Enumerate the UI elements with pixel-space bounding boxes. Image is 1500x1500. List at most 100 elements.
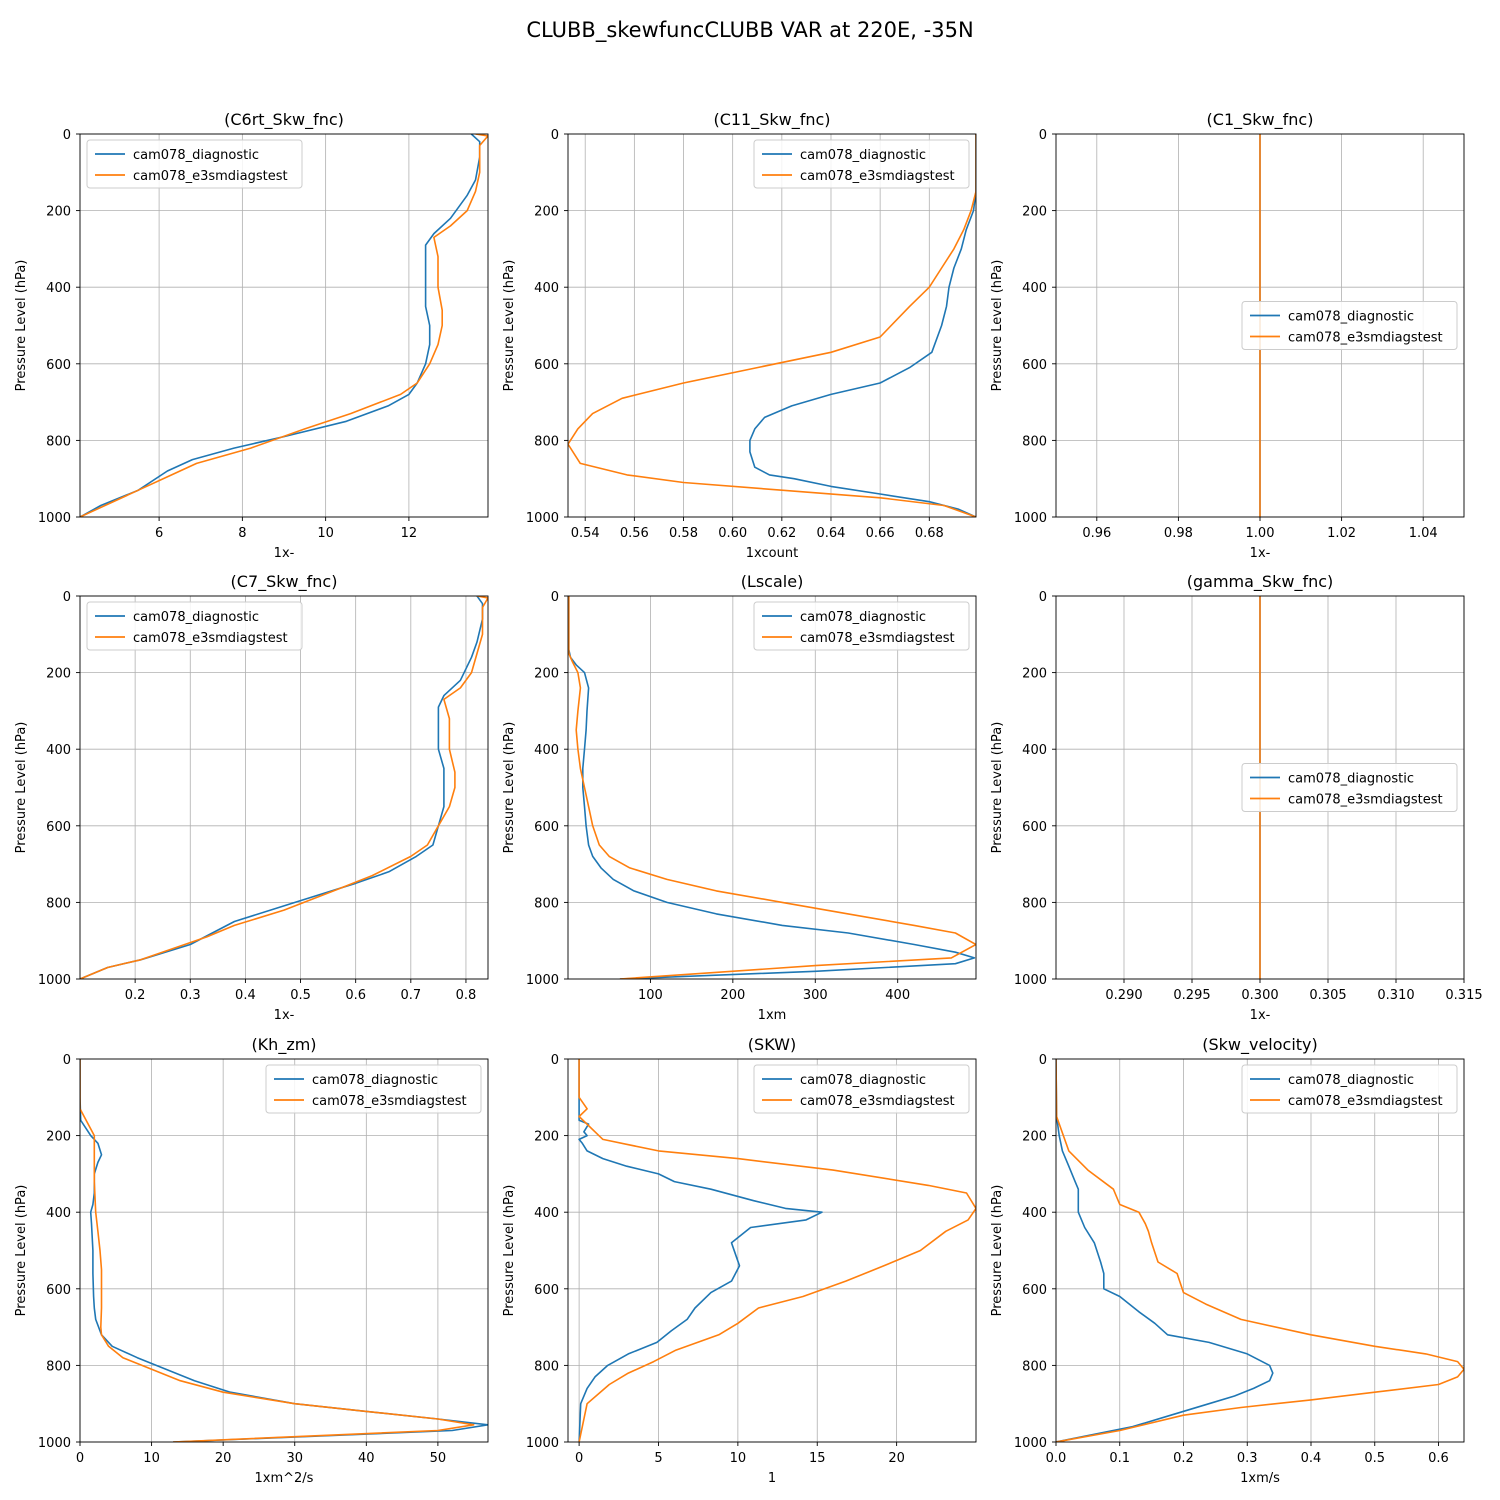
plot-frame xyxy=(79,133,489,518)
y-tick-label: 600 xyxy=(46,820,71,835)
x-axis-label: 1x- xyxy=(1250,1008,1271,1023)
y-tick-label: 1000 xyxy=(38,1436,71,1451)
legend-label: cam078_diagnostic xyxy=(1288,310,1414,325)
y-axis-label: Pressure Level (hPa) xyxy=(502,722,517,854)
x-tick-label: 0.58 xyxy=(669,526,698,541)
y-tick-label: 200 xyxy=(1022,1130,1047,1145)
chart-title: (gamma_Skw_fnc) xyxy=(1187,572,1334,592)
y-tick-label: 1000 xyxy=(526,1436,559,1451)
chart-title: (Kh_zm) xyxy=(251,1035,316,1055)
x-tick-label: 0.290 xyxy=(1105,988,1142,1003)
y-tick-label: 600 xyxy=(534,820,559,835)
x-tick-label: 30 xyxy=(286,1451,303,1466)
y-tick-label: 800 xyxy=(46,896,71,911)
y-tick-label: 1000 xyxy=(1014,1436,1047,1451)
plot-frame xyxy=(567,1058,977,1443)
legend-label: cam078_e3smdiagstest xyxy=(800,631,955,646)
chart-title: (Skw_velocity) xyxy=(1202,1035,1318,1055)
y-tick-label: 800 xyxy=(1022,434,1047,449)
series-line-cam078_e3smdiagstest xyxy=(1056,1059,1464,1442)
x-tick-label: 200 xyxy=(720,988,745,1003)
x-tick-label: 0.6 xyxy=(1428,1451,1449,1466)
x-tick-label: 0.295 xyxy=(1173,988,1210,1003)
legend-label: cam078_e3smdiagstest xyxy=(1288,331,1443,346)
y-tick-label: 200 xyxy=(46,667,71,682)
x-tick-label: 0.5 xyxy=(1364,1451,1385,1466)
x-axis-label: 1 xyxy=(768,1471,776,1486)
chart-panel: 0.0 0.1 0.2 0.3 0.4 0.5 0.6 0 200 400 600 800 1000 (S… xyxy=(990,1035,1465,1486)
x-tick-label: 0 xyxy=(76,1451,84,1466)
series-group xyxy=(568,134,976,517)
y-tick-label: 200 xyxy=(46,205,71,220)
plot-frame xyxy=(79,595,489,980)
series-line-cam078_diagnostic xyxy=(578,1059,823,1442)
chart-panel: 0 10 20 30 40 50 0 200 400 600 800 1000 (Kh_zm) 1xm^2… xyxy=(14,1035,489,1486)
y-tick-label: 400 xyxy=(46,1206,71,1221)
x-tick-label: 300 xyxy=(803,988,828,1003)
chart-title: (C1_Skw_fnc) xyxy=(1207,110,1314,130)
y-tick-label: 400 xyxy=(534,281,559,296)
x-tick-label: 0.54 xyxy=(571,526,600,541)
x-tick-label: 0.68 xyxy=(915,526,944,541)
legend-label: cam078_e3smdiagstest xyxy=(133,169,288,184)
legend: cam078_diagnostic cam078_e3smdiagstest xyxy=(753,601,970,651)
y-tick-label: 0 xyxy=(63,1053,71,1068)
chart-title: (C6rt_Skw_fnc) xyxy=(224,110,344,130)
x-tick-label: 0.62 xyxy=(767,526,796,541)
y-tick-label: 400 xyxy=(534,1206,559,1221)
legend-label: cam078_e3smdiagstest xyxy=(133,631,288,646)
y-axis-label: Pressure Level (hPa) xyxy=(14,1185,29,1317)
x-tick-label: 0.2 xyxy=(125,988,146,1003)
y-tick-label: 600 xyxy=(534,358,559,373)
legend: cam078_diagnostic cam078_e3smdiagstest xyxy=(86,601,303,651)
y-tick-label: 1000 xyxy=(38,973,71,988)
chart-panel: 0.54 0.56 0.58 0.60 0.62 0.64 0.66 0.68 0 200 400 6… xyxy=(502,110,977,561)
series-group xyxy=(1056,1059,1464,1442)
y-axis-label: Pressure Level (hPa) xyxy=(14,722,29,854)
series-line-cam078_diagnostic xyxy=(80,596,484,979)
x-tick-label: 50 xyxy=(430,1451,447,1466)
x-tick-label: 0.4 xyxy=(235,988,256,1003)
y-axis-label: Pressure Level (hPa) xyxy=(990,722,1005,854)
chart-panel: 0.2 0.3 0.4 0.5 0.6 0.7 0.8 0 200 400 600 800 1000 (C… xyxy=(14,572,489,1023)
x-tick-label: 0.98 xyxy=(1164,526,1193,541)
y-tick-label: 800 xyxy=(534,896,559,911)
y-tick-label: 400 xyxy=(1022,281,1047,296)
x-tick-label: 0.315 xyxy=(1445,988,1482,1003)
legend-label: cam078_diagnostic xyxy=(1288,772,1414,787)
legend-label: cam078_diagnostic xyxy=(800,610,926,625)
y-axis-label: Pressure Level (hPa) xyxy=(14,260,29,392)
series-line-cam078_diagnostic xyxy=(749,134,976,517)
x-tick-label: 0.4 xyxy=(1301,1451,1322,1466)
x-tick-label: 40 xyxy=(358,1451,375,1466)
panels: 6 8 10 1202004006008001000(C6rt_Skw_fnc)1x-… xyxy=(14,110,1483,1486)
x-tick-label: 5 xyxy=(654,1451,662,1466)
y-tick-label: 0 xyxy=(551,590,559,605)
legend-label: cam078_e3smdiagstest xyxy=(800,169,955,184)
legend-label: cam078_diagnostic xyxy=(312,1073,438,1088)
series-group xyxy=(80,134,488,517)
x-tick-label: 0.5 xyxy=(290,988,311,1003)
series-line-cam078_diagnostic xyxy=(1056,1059,1274,1442)
plot-frame xyxy=(79,1058,489,1443)
y-tick-label: 0 xyxy=(1039,590,1047,605)
series-line-cam078_diagnostic xyxy=(80,134,481,517)
y-tick-label: 0 xyxy=(1039,128,1047,143)
chart-title: (Lscale) xyxy=(741,572,804,591)
y-tick-label: 800 xyxy=(534,1359,559,1374)
y-tick-label: 200 xyxy=(46,1130,71,1145)
x-axis-label: 1xcount xyxy=(746,546,798,561)
legend-label: cam078_e3smdiagstest xyxy=(800,1094,955,1109)
chart-title: (SKW) xyxy=(748,1035,796,1054)
x-axis-label: 1xm^2/s xyxy=(255,1471,314,1486)
y-tick-label: 600 xyxy=(1022,1283,1047,1298)
y-tick-label: 400 xyxy=(46,281,71,296)
series-line-cam078_e3smdiagstest xyxy=(80,134,488,517)
x-tick-label: 0.305 xyxy=(1309,988,1346,1003)
y-tick-label: 0 xyxy=(63,128,71,143)
chart-panel: 0 5 10 15 2002004006008001000(SKW)1Pressure … xyxy=(502,1035,977,1486)
x-tick-label: 0.8 xyxy=(456,988,477,1003)
series-group xyxy=(80,596,488,979)
legend: cam078_diagnostic cam078_e3smdiagstest xyxy=(265,1064,482,1114)
